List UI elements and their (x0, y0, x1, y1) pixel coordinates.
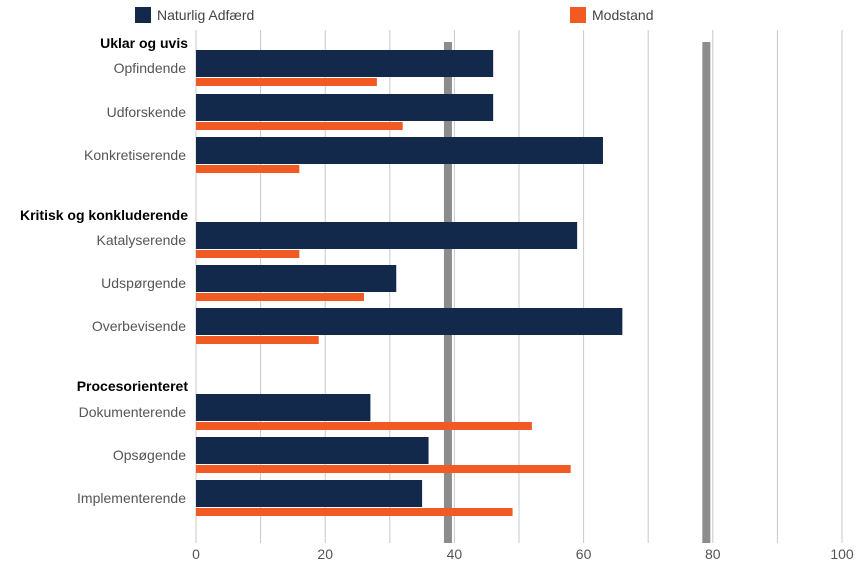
x-tick-label-0: 0 (192, 546, 200, 562)
category-label-overbevisende: Overbevisende (92, 318, 186, 334)
x-tick-labels: 0 20 40 60 80 100 (192, 546, 854, 562)
bar-modstand-dokumenterende (196, 422, 532, 430)
bar-naturlig-adfaerd-overbevisende (196, 308, 623, 335)
bar-modstand-udforskende (196, 122, 403, 130)
bar-naturlig-adfaerd-udforskende (196, 94, 494, 121)
legend-swatch-modstand (570, 7, 586, 23)
bars (196, 50, 623, 516)
reference-lines (443, 42, 711, 543)
group-label-procesorienteret: Procesorienteret (77, 378, 189, 394)
category-label-udspørgende: Udspørgende (101, 275, 186, 291)
bar-naturlig-adfaerd-dokumenterende (196, 394, 371, 421)
category-label-konkretiserende: Konkretiserende (84, 147, 186, 163)
legend: Naturlig Adfærd Modstand (135, 7, 653, 23)
reference-line-79 (702, 42, 711, 543)
category-label-implementerende: Implementerende (77, 490, 186, 506)
bar-naturlig-adfaerd-implementerende (196, 480, 423, 507)
x-tick-label-100: 100 (830, 546, 854, 562)
x-tick-label-40: 40 (447, 546, 463, 562)
reference-line-39 (443, 42, 452, 543)
x-tick-label-60: 60 (576, 546, 592, 562)
category-label-opfindende: Opfindende (114, 60, 187, 76)
bar-modstand-opfindende (196, 78, 377, 86)
bar-modstand-implementerende (196, 508, 513, 516)
bar-modstand-konkretiserende (196, 165, 300, 173)
bar-modstand-katalyserende (196, 250, 300, 258)
bar-naturlig-adfaerd-opsøgende (196, 437, 429, 464)
bar-naturlig-adfaerd-konkretiserende (196, 137, 603, 164)
bar-modstand-opsøgende (196, 465, 571, 473)
group-label-uklar-og-uvis: Uklar og uvis (100, 35, 188, 51)
bar-naturlig-adfaerd-udspørgende (196, 265, 397, 292)
legend-swatch-naturlig-adfaerd (135, 7, 151, 23)
legend-label-naturlig-adfaerd: Naturlig Adfærd (157, 7, 254, 23)
x-tick-label-80: 80 (705, 546, 721, 562)
legend-label-modstand: Modstand (592, 7, 653, 23)
category-label-opsøgende: Opsøgende (113, 447, 186, 463)
category-label-dokumenterende: Dokumenterende (79, 404, 187, 420)
bar-naturlig-adfaerd-opfindende (196, 50, 494, 77)
bar-modstand-overbevisende (196, 336, 319, 344)
group-label-kritisk-og-konkluderende: Kritisk og konkluderende (20, 207, 188, 223)
category-label-udforskende: Udforskende (107, 104, 187, 120)
category-label-katalyserende: Katalyserende (96, 232, 186, 248)
bar-modstand-udspørgende (196, 293, 364, 301)
category-labels: Opfindende Udforskende Konkretiserende Kata… (77, 60, 186, 506)
x-tick-label-20: 20 (317, 546, 333, 562)
group-labels: Uklar og uvis Kritisk og konkluderende P… (20, 35, 188, 394)
bar-naturlig-adfaerd-katalyserende (196, 222, 578, 249)
